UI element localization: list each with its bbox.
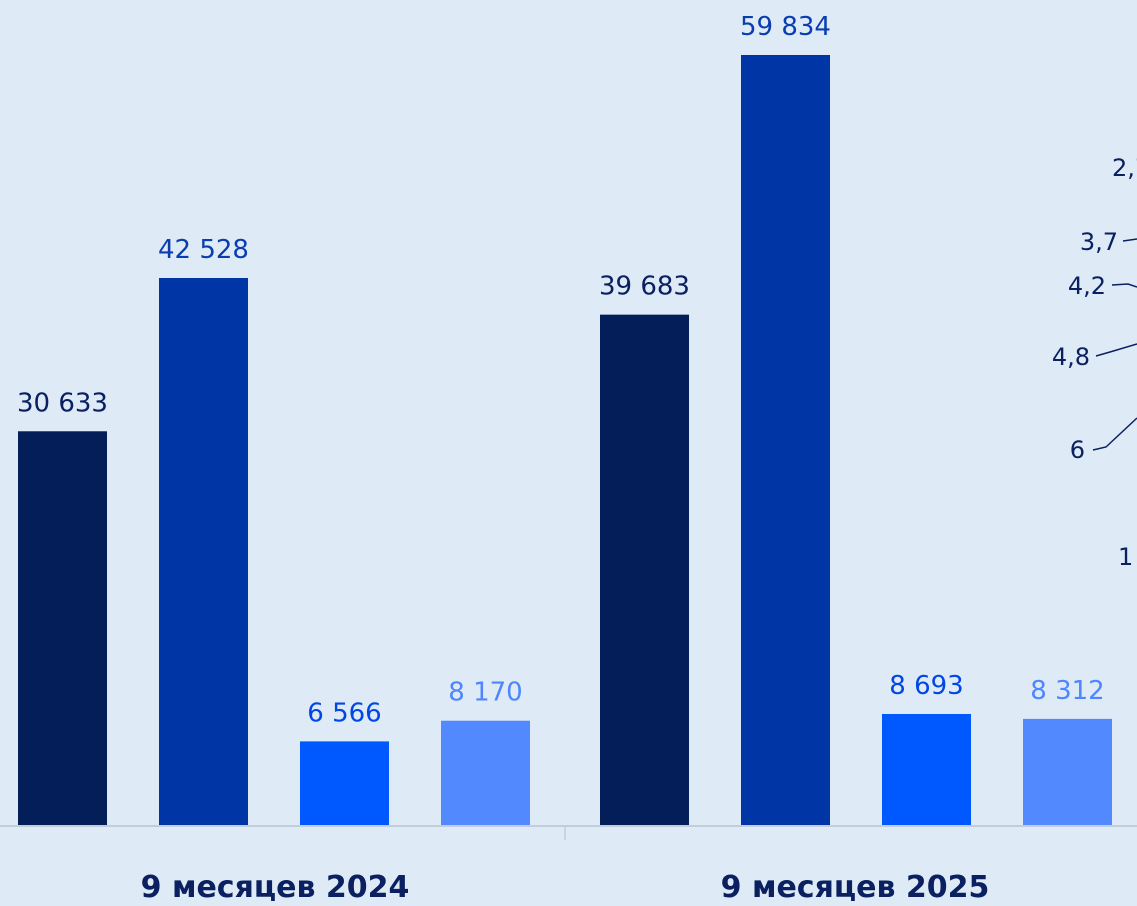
value-label-2025-series-2: 59 834: [740, 12, 831, 42]
leader-line-4-8: [1095, 343, 1137, 357]
bars-group: [18, 55, 1112, 827]
leader-line-3-7: [1122, 238, 1137, 242]
side-label-3-7: 3,7: [1080, 228, 1118, 256]
bar-2025-series-2: [741, 55, 830, 826]
value-labels-group: 30 633 42 528 6 566 8 170 39 683 59 834 8 693 8…: [17, 12, 1105, 728]
value-label-2024-series-2: 42 528: [158, 235, 249, 265]
bar-2024-series-2: [159, 277, 248, 827]
value-label-2024-series-3: 6 566: [307, 698, 381, 728]
bar-2025-series-4: [1023, 718, 1112, 826]
side-label-6: 6: [1070, 436, 1085, 464]
side-label-4-2: 4,2: [1068, 272, 1106, 300]
category-label-2024: 9 месяцев 2024: [141, 870, 410, 905]
value-label-2024-series-4: 8 170: [448, 678, 522, 708]
value-label-2025-series-3: 8 693: [889, 671, 963, 701]
value-label-2025-series-1: 39 683: [599, 272, 690, 302]
side-label-2-7: 2,7: [1112, 154, 1137, 182]
value-label-2024-series-1: 30 633: [17, 388, 108, 418]
bar-2024-series-4: [441, 720, 530, 826]
side-label-1: 1: [1118, 543, 1133, 571]
bar-2024-series-3: [300, 741, 389, 826]
side-label-4-8: 4,8: [1052, 343, 1090, 371]
side-chart-fragment: 2,7 3,7 4,2 4,8 6 1: [1052, 154, 1137, 571]
bar-2024-series-1: [18, 431, 107, 826]
value-label-2025-series-4: 8 312: [1030, 676, 1104, 706]
bar-2025-series-1: [600, 314, 689, 826]
category-label-2025: 9 месяцев 2025: [721, 870, 990, 905]
leader-line-4-2: [1111, 283, 1137, 288]
leader-line-6: [1092, 417, 1137, 451]
bar-2025-series-3: [882, 713, 971, 826]
